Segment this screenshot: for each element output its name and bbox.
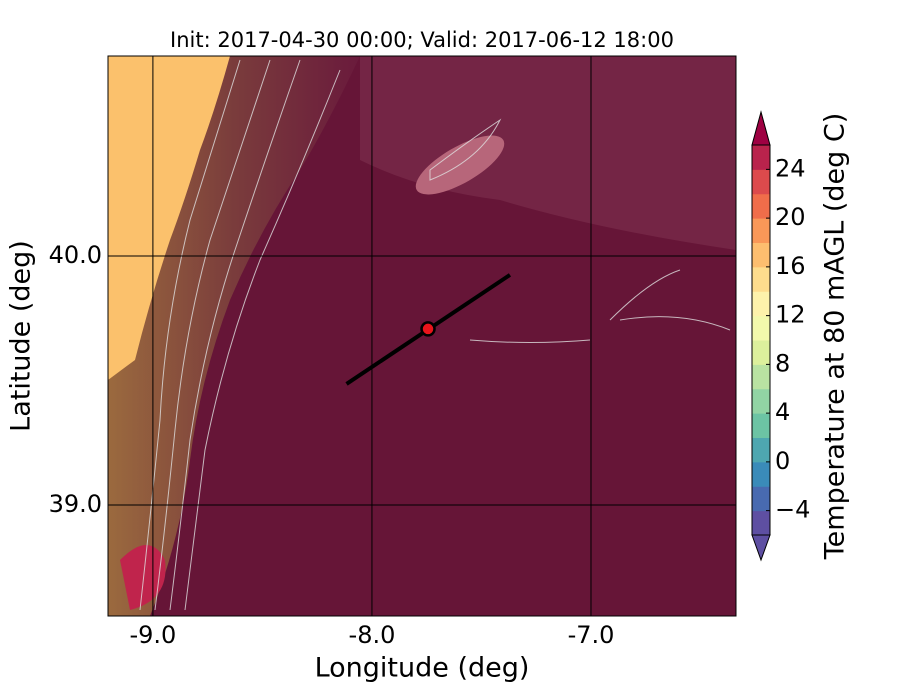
colorbar-extend-high (751, 110, 771, 146)
colorbar-tick-label: 24 (775, 154, 806, 182)
plot-frame (107, 55, 737, 617)
colorbar-swatch (752, 364, 770, 390)
colorbar-swatch (752, 242, 770, 268)
colorbar-swatch (752, 340, 770, 365)
colorbar-tick-label: 16 (775, 252, 806, 280)
colorbar-tick-label: 12 (775, 301, 806, 329)
contours (139, 59, 731, 611)
x-tick-label: -8.0 (349, 621, 396, 649)
x-tick-label: -9.0 (129, 621, 176, 649)
chart-title: Init: 2017-04-30 00:00; Valid: 2017-06-1… (170, 28, 674, 52)
colorbar-tick-label: 20 (775, 203, 806, 231)
colorbar-swatch (752, 145, 770, 170)
colorbar-swatch (752, 169, 770, 195)
colorbar-frame (751, 144, 771, 536)
colorbar-label: Temperature at 80 mAGL (deg C) (820, 113, 851, 561)
y-axis-label: Latitude (deg) (6, 240, 37, 432)
colorbar-swatch (752, 266, 770, 292)
colorbar-swatch (752, 437, 770, 463)
map-field (108, 56, 736, 616)
colorbar-swatch (752, 461, 770, 487)
colorbar-extend-low (751, 534, 771, 562)
land-warm (108, 56, 230, 380)
y-tick-label: 39.0 (49, 490, 102, 518)
colorbar-tick-label: 0 (775, 447, 790, 475)
colorbar-swatch (752, 413, 770, 438)
y-tick-label: 40.0 (49, 241, 102, 269)
colorbar-tick-label: 8 (775, 349, 790, 377)
colorbar-swatch (752, 291, 770, 317)
x-tick-label: -7.0 (568, 621, 615, 649)
upper-field (360, 56, 736, 250)
x-axis-label: Longitude (deg) (315, 653, 530, 684)
colorbar-tick-label: 4 (775, 398, 790, 426)
colorbar-swatch (752, 486, 770, 512)
colorbar-tick-label: −4 (775, 496, 810, 524)
colorbar-swatch (752, 193, 770, 219)
colorbar-swatch (752, 315, 770, 341)
warm-patch (120, 545, 166, 610)
location-marker (420, 321, 436, 337)
colorbar-swatch (752, 510, 770, 536)
colorbar-swatch (752, 218, 770, 243)
colorbar-swatch (752, 388, 770, 414)
